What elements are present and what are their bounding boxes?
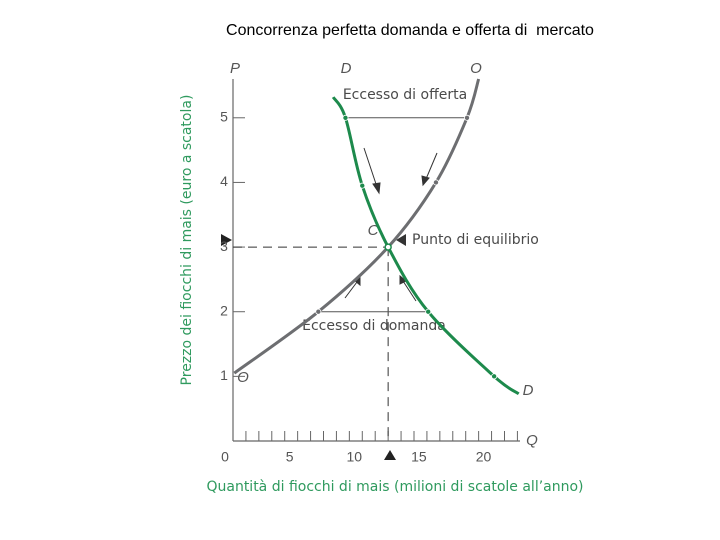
y-tick-label: 4 — [220, 173, 228, 189]
y-tick-label: 3 — [220, 238, 228, 254]
y-tick-label: 2 — [220, 302, 228, 318]
x-tick-label: 10 — [346, 449, 362, 465]
y-tick-label: 5 — [220, 108, 228, 124]
point — [359, 182, 366, 189]
point — [463, 114, 470, 121]
slide-title: Concorrenza perfetta domanda e offerta d… — [226, 22, 594, 39]
equilibrium-letter: C — [368, 222, 379, 239]
equilibrium-text: Punto di equilibrio — [412, 232, 539, 248]
x-tick-label: 5 — [286, 449, 294, 465]
point — [491, 373, 498, 380]
x-axis-title: Quantità di fiocchi di mais (milioni di … — [206, 479, 583, 495]
supply-end-label: O — [237, 369, 249, 386]
point — [342, 114, 349, 121]
point — [425, 308, 432, 315]
equilibrium-point — [384, 243, 392, 251]
excess-supply-label: Eccesso di offerta — [343, 87, 467, 103]
point — [432, 179, 439, 186]
equilibrium-pointer — [396, 234, 406, 246]
x-tick-label: 20 — [476, 449, 492, 465]
y-axis-title: Prezzo dei fiocchi di mais (euro a scato… — [179, 95, 195, 386]
x-tick-label: 15 — [411, 449, 427, 465]
price-marker — [221, 234, 232, 246]
demand-label: D — [341, 60, 352, 77]
y-tick-label: 1 — [220, 367, 228, 383]
demand-end-label: D — [523, 382, 534, 399]
supply-label: O — [470, 60, 482, 77]
point — [315, 308, 322, 315]
excess-demand-label: Eccesso di domanda — [302, 318, 446, 334]
x-axis-name: Q — [526, 432, 538, 449]
quantity-marker — [384, 450, 396, 460]
x-tick-label: 0 — [221, 449, 229, 465]
y-axis-name: P — [230, 60, 240, 77]
